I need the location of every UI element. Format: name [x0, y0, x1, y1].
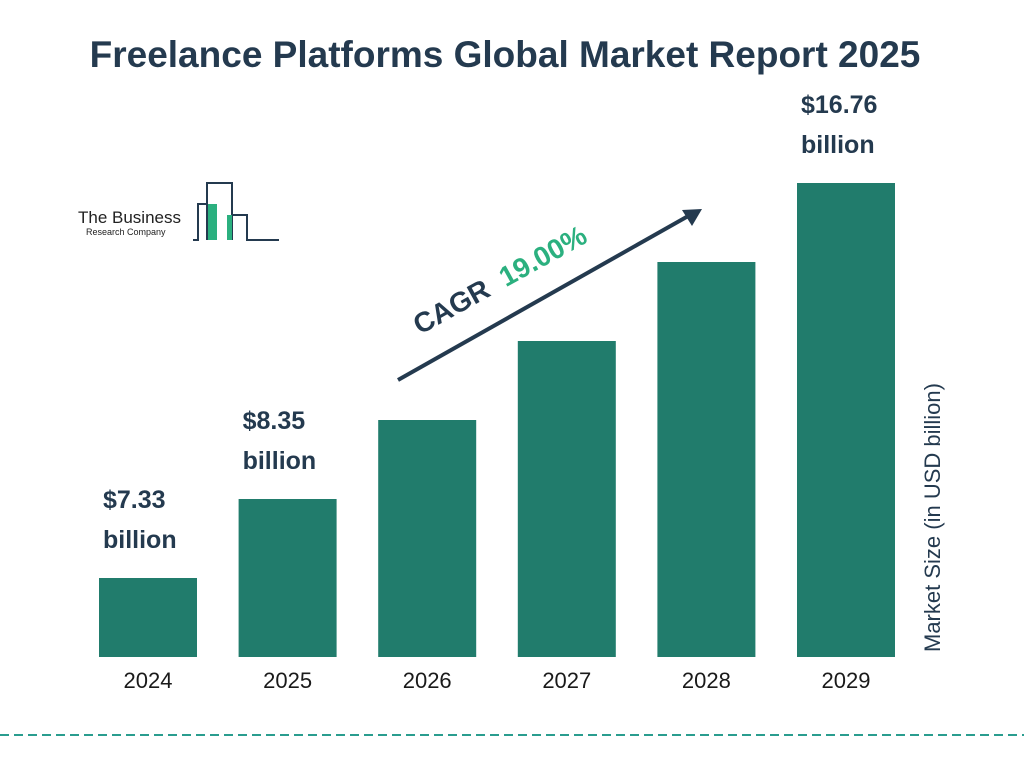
x-tick-label: 2027: [542, 668, 591, 693]
logo-building-icon: [193, 182, 279, 241]
x-tick-label: 2028: [682, 668, 731, 693]
x-tick-label: 2029: [822, 668, 871, 693]
bar-2026: [378, 420, 477, 657]
cagr-value: 19.00%: [494, 219, 592, 292]
bar-2024: [99, 578, 197, 657]
data-label: $7.33 billion: [103, 486, 177, 554]
bar-2028: [657, 262, 756, 657]
logo-bar-icon: [208, 204, 217, 240]
bar-2025: [238, 499, 337, 657]
logo-line1: The Business: [78, 208, 181, 227]
logo-bar-icon: [227, 215, 232, 240]
x-tick-label: 2024: [124, 668, 173, 693]
cagr-arrowhead-icon: [682, 209, 702, 226]
chart-title: Freelance Platforms Global Market Report…: [89, 34, 921, 75]
logo: The Business Research Company: [78, 182, 279, 241]
x-tick-label: 2025: [263, 668, 312, 693]
cagr-prefix: CAGR: [408, 273, 495, 340]
bar-2029: [797, 183, 895, 657]
y-axis-label: Market Size (in USD billion): [920, 383, 945, 652]
cagr-arrow-line: [397, 213, 691, 382]
x-tick-label: 2026: [403, 668, 452, 693]
bar-2027: [517, 341, 616, 657]
data-label: $8.35 billion: [243, 407, 317, 475]
logo-line2: Research Company: [86, 227, 166, 237]
data-label: $16.76 billion: [801, 91, 877, 159]
